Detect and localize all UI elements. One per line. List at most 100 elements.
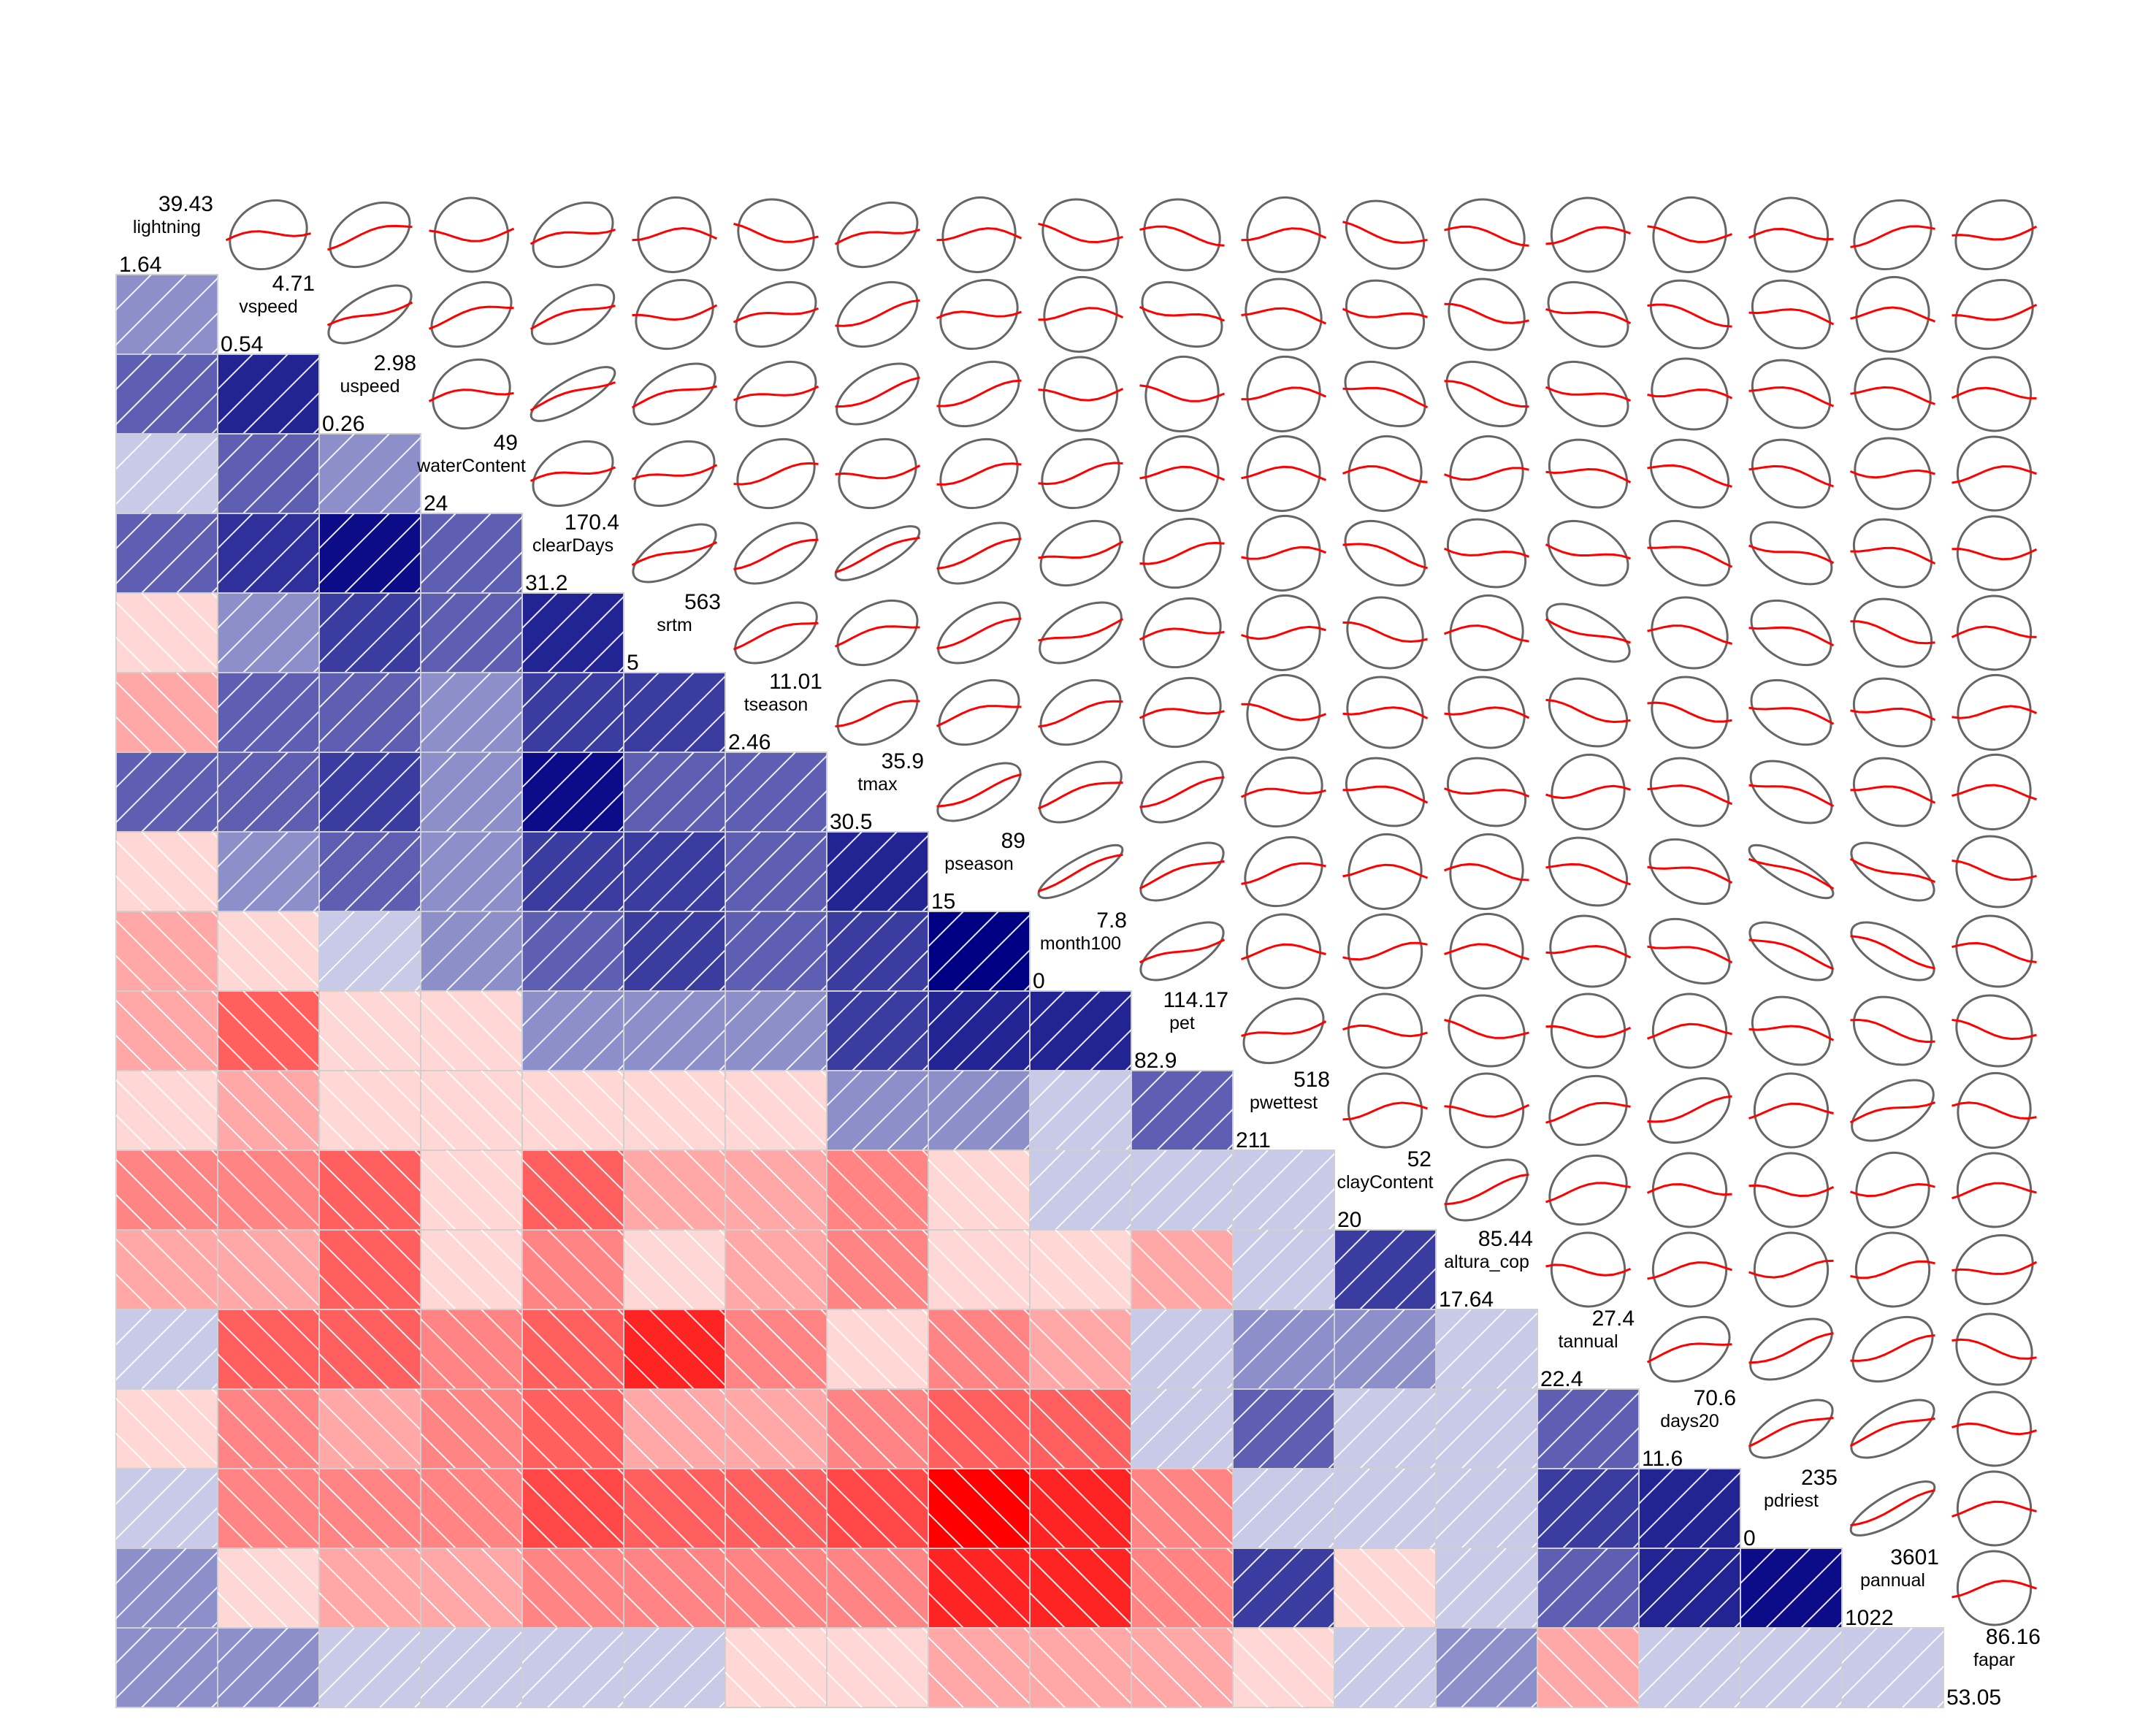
variable-max: 85.44 bbox=[1478, 1227, 1533, 1251]
ellipse-cell bbox=[1443, 757, 1530, 827]
variable-max: 518 bbox=[1293, 1068, 1330, 1092]
shade-cell bbox=[928, 1468, 1031, 1549]
shade-cell bbox=[725, 1309, 827, 1390]
ellipse-cell bbox=[632, 278, 718, 351]
shade-cell bbox=[521, 1627, 624, 1708]
ellipse-cell bbox=[1952, 914, 2037, 988]
variable-name: tannual bbox=[1558, 1331, 1618, 1352]
shade-cell bbox=[217, 672, 320, 753]
shade-cell bbox=[1029, 1548, 1132, 1629]
ellipse-cell bbox=[1646, 1152, 1732, 1228]
shade-cell bbox=[725, 1468, 827, 1549]
shade-cell bbox=[623, 1468, 726, 1549]
ellipse-cell bbox=[835, 362, 920, 426]
shade-cell bbox=[826, 1229, 929, 1310]
shade-cell bbox=[115, 1388, 218, 1469]
ellipse-cell bbox=[1342, 757, 1429, 827]
shade-cell bbox=[826, 831, 929, 912]
shade-cell bbox=[420, 1388, 523, 1469]
ellipse-cell bbox=[1748, 760, 1835, 825]
ellipse-cell bbox=[936, 196, 1022, 274]
ellipse-cell bbox=[1849, 1480, 1936, 1537]
ellipse-cell bbox=[1545, 677, 1631, 748]
variable-name: altura_cop bbox=[1444, 1252, 1529, 1272]
ellipse-cell bbox=[1342, 199, 1428, 270]
ellipse-cell bbox=[1647, 596, 1732, 670]
shade-cell bbox=[1029, 1229, 1132, 1310]
variable-min: 31.2 bbox=[525, 571, 567, 595]
shade-cell bbox=[420, 1627, 523, 1708]
ellipse-cell bbox=[1748, 599, 1835, 667]
variable-name: clayContent bbox=[1337, 1172, 1433, 1193]
shade-cell bbox=[1334, 1468, 1437, 1549]
shade-cell bbox=[1232, 1309, 1335, 1390]
shade-cell bbox=[217, 353, 320, 435]
shade-cell bbox=[725, 1627, 827, 1708]
shade-cell bbox=[1740, 1548, 1843, 1629]
ellipse-cell bbox=[835, 437, 921, 510]
ellipse-cell bbox=[1545, 836, 1631, 907]
shade-cell bbox=[217, 1150, 320, 1231]
variable-name: tmax bbox=[857, 774, 898, 795]
shade-cell bbox=[318, 672, 421, 753]
shade-cell bbox=[318, 751, 421, 833]
ellipse-cell bbox=[1952, 1071, 2037, 1150]
ellipse-cell bbox=[1647, 279, 1732, 350]
variable-min: 211 bbox=[1236, 1128, 1271, 1152]
ellipse-cell bbox=[835, 678, 920, 746]
variable-name: tseason bbox=[744, 695, 808, 715]
ellipse-cell bbox=[936, 278, 1022, 351]
ellipse-cell bbox=[1444, 676, 1530, 749]
ellipse-cell bbox=[1647, 196, 1733, 274]
ellipse-cell bbox=[1646, 992, 1732, 1069]
shade-cell bbox=[318, 592, 421, 673]
ellipse-cell bbox=[428, 280, 514, 348]
ellipse-cell bbox=[1850, 199, 1935, 271]
ellipse-cell bbox=[835, 280, 920, 348]
variable-max: 70.6 bbox=[1694, 1386, 1736, 1410]
ellipse-cell bbox=[733, 360, 819, 428]
ellipse-cell bbox=[1849, 437, 1935, 510]
ellipse-cell bbox=[1850, 921, 1935, 982]
ellipse-cell bbox=[1038, 601, 1124, 665]
ellipse-cell bbox=[1850, 1151, 1935, 1229]
ellipse-cell bbox=[1139, 280, 1226, 348]
shade-cell bbox=[521, 1309, 624, 1390]
ellipse-cell bbox=[1545, 519, 1631, 587]
ellipse-cell bbox=[834, 599, 920, 667]
shade-cell bbox=[1334, 1548, 1437, 1629]
shade-cell bbox=[623, 1627, 726, 1708]
shade-cell bbox=[1334, 1388, 1437, 1469]
ellipse-cell bbox=[1952, 515, 2038, 592]
ellipse-cell bbox=[1342, 992, 1428, 1069]
variable-max: 39.43 bbox=[158, 192, 213, 216]
shade-cell bbox=[115, 990, 218, 1071]
ellipse-cell bbox=[1444, 1072, 1530, 1149]
ellipse-cell bbox=[530, 283, 616, 345]
shade-cell bbox=[826, 1388, 929, 1469]
shade-cell bbox=[928, 1070, 1031, 1151]
variable-name: pannual bbox=[1860, 1570, 1925, 1591]
ellipse-cell bbox=[1545, 1154, 1631, 1226]
shade-cell bbox=[420, 1070, 523, 1151]
shade-cell bbox=[217, 751, 320, 833]
ellipse-cell bbox=[1545, 438, 1632, 509]
shade-cell bbox=[623, 1150, 726, 1231]
ellipse-panel bbox=[225, 196, 2038, 1626]
ellipse-cell bbox=[1139, 435, 1226, 513]
ellipse-cell bbox=[834, 525, 921, 581]
shade-cell bbox=[623, 1388, 726, 1469]
ellipse-cell bbox=[1647, 357, 1733, 431]
shade-cell bbox=[318, 911, 421, 992]
variable-name: pwettest bbox=[1250, 1093, 1318, 1113]
shade-cell bbox=[420, 1150, 523, 1231]
shade-cell bbox=[725, 1388, 827, 1469]
ellipse-cell bbox=[1952, 673, 2038, 751]
ellipse-cell bbox=[1647, 917, 1733, 985]
shade-cell bbox=[318, 831, 421, 912]
ellipse-cell bbox=[733, 280, 819, 348]
